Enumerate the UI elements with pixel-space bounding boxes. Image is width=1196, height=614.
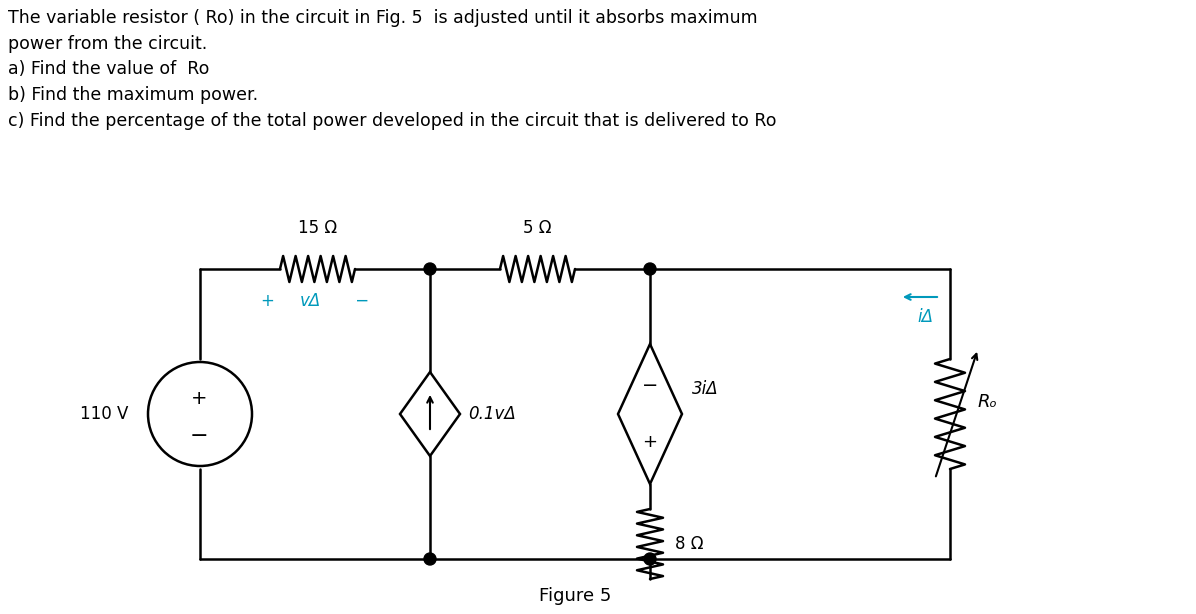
Text: 15 Ω: 15 Ω bbox=[298, 219, 337, 237]
Text: 8 Ω: 8 Ω bbox=[675, 535, 703, 553]
Text: The variable resistor ( Ro) in the circuit in Fig. 5  is adjusted until it absor: The variable resistor ( Ro) in the circu… bbox=[8, 9, 776, 130]
Text: −: − bbox=[642, 376, 658, 395]
Circle shape bbox=[425, 263, 437, 275]
Text: vΔ: vΔ bbox=[299, 292, 321, 310]
Text: 5 Ω: 5 Ω bbox=[524, 219, 551, 237]
Text: +: + bbox=[190, 389, 207, 408]
Text: Rₒ: Rₒ bbox=[978, 393, 997, 411]
Circle shape bbox=[425, 553, 437, 565]
Circle shape bbox=[643, 263, 655, 275]
Circle shape bbox=[643, 553, 655, 565]
Text: iΔ: iΔ bbox=[917, 308, 933, 326]
Text: 0.1vΔ: 0.1vΔ bbox=[468, 405, 515, 423]
Text: +: + bbox=[261, 292, 280, 310]
Text: +: + bbox=[642, 433, 658, 451]
Text: −: − bbox=[190, 426, 208, 446]
Text: 3iΔ: 3iΔ bbox=[692, 380, 719, 398]
Text: Figure 5: Figure 5 bbox=[539, 587, 611, 605]
Text: 110 V: 110 V bbox=[80, 405, 128, 423]
Text: −: − bbox=[350, 292, 370, 310]
